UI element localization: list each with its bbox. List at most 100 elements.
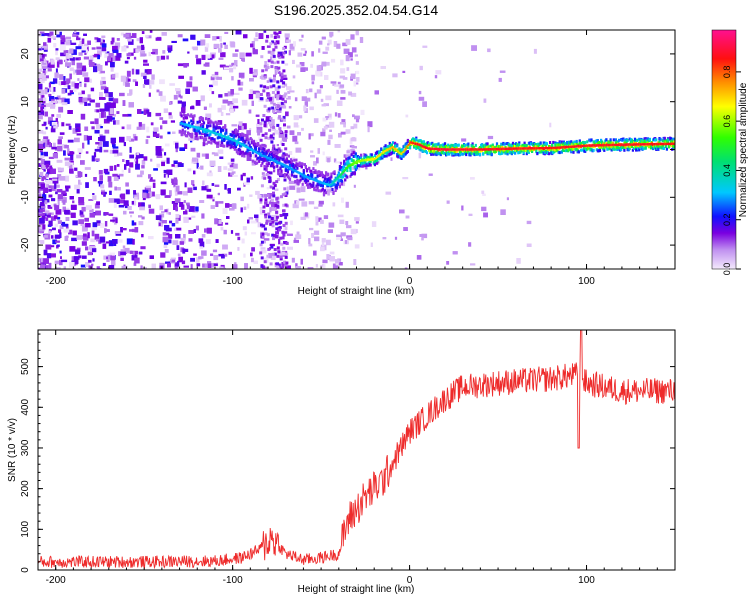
spectrogram-cell [354, 152, 357, 156]
spectrogram-cell [311, 177, 314, 181]
spectrogram-cell [227, 168, 234, 171]
spectrogram-cell [273, 42, 277, 46]
spectrogram-cell [188, 138, 195, 141]
spectrogram-cell [342, 167, 345, 171]
spectrogram-cell [328, 183, 331, 187]
spectrogram-cell [288, 166, 291, 170]
spectrogram-cell [490, 148, 493, 151]
spectrogram-cell [312, 181, 315, 185]
spectrogram-cell [283, 45, 287, 49]
spectrogram-cell [207, 116, 211, 121]
spectrogram-cell [43, 48, 48, 52]
spectrogram-cell [182, 113, 185, 117]
spectrogram-cell [59, 74, 64, 80]
spectrogram-cell [95, 102, 101, 108]
spectrogram-cell [78, 197, 85, 203]
spectrogram-cell [272, 61, 276, 65]
spectrogram-cell [210, 205, 215, 209]
spectrogram-cell [123, 33, 130, 38]
spectrogram-cell [483, 148, 486, 151]
spectrogram-cell [108, 92, 113, 97]
spectrogram-cell [127, 37, 132, 42]
spectrogram-cell [113, 177, 119, 181]
spectrogram-cell [333, 180, 336, 183]
spectrogram-cell [504, 147, 507, 150]
spectrogram-cell [583, 144, 585, 148]
spectrogram-cell [121, 169, 125, 173]
spectrogram-cell [506, 197, 509, 201]
spectrogram-cell [138, 154, 144, 159]
spectrogram-cell [64, 236, 69, 241]
spectrogram-cell [345, 240, 348, 244]
spectrogram-cell [106, 115, 113, 122]
spectrogram-cell [341, 197, 344, 203]
spectrogram-cell [297, 52, 303, 57]
spectrogram-cell [305, 67, 308, 71]
spectrogram-cell [315, 179, 318, 182]
spectrogram-cell [55, 191, 58, 195]
spectrogram-cell [76, 133, 82, 136]
spectrogram-cell [339, 219, 345, 224]
spectrogram-cell [327, 139, 331, 145]
spectrogram-cell [65, 217, 70, 221]
spectrogram-cell [248, 94, 254, 100]
spectrogram-cell [278, 55, 282, 59]
spectrogram-cell [249, 147, 252, 151]
spectrogram-cell [45, 244, 52, 250]
spectrogram-cell [80, 160, 85, 165]
spectrogram-cell [129, 211, 134, 214]
spectrogram-cell [94, 148, 100, 152]
spectrogram-cell [158, 91, 163, 96]
spectrogram-cell [285, 261, 289, 265]
spectrogram-cell [328, 134, 333, 140]
spectrogram-cell [214, 141, 217, 145]
spectrogram-cell [284, 63, 289, 66]
spectrogram-cell [47, 206, 53, 209]
spectrogram-cell [79, 81, 82, 84]
spectrogram-cell [374, 157, 377, 160]
spectrogram-cell [183, 234, 186, 240]
spectrogram-cell [48, 117, 52, 121]
spectrogram-cell [168, 234, 173, 239]
spectrogram-cell [242, 58, 245, 62]
spectrogram-cell [309, 185, 312, 189]
spectrogram-cell [336, 89, 339, 94]
spectrogram-cell [199, 116, 202, 119]
spectrogram-cell [164, 249, 169, 253]
spectrogram-cell [522, 151, 525, 155]
spectrogram-cell [205, 117, 208, 121]
spectrogram-cell [283, 178, 287, 182]
spectrogram-cell [333, 172, 336, 176]
spectrogram-cell [111, 56, 116, 62]
spectrogram-cell [177, 63, 184, 67]
spectrogram-cell [95, 238, 101, 242]
spectrogram-cell [150, 122, 154, 126]
spectrogram-cell [175, 215, 181, 221]
spectrogram-cell [262, 224, 266, 228]
spectrogram-cell [83, 33, 87, 36]
spectrogram-cell [82, 97, 88, 102]
spectrogram-cell [270, 138, 274, 142]
spectrogram-cell [295, 147, 302, 153]
spectrogram-cell [148, 204, 151, 209]
spectrogram-cell [244, 231, 247, 236]
spectrogram-cell [233, 147, 236, 151]
spectrogram-cell [330, 175, 333, 179]
spectrogram-cell [321, 173, 324, 177]
spectrogram-cell [276, 105, 280, 109]
spectrogram-cell [48, 99, 53, 104]
spectrogram-cell [275, 222, 279, 226]
spectrogram-cell [232, 53, 238, 57]
spectrogram-cell [93, 177, 97, 182]
spectrogram-cell [64, 161, 71, 166]
spectrogram-cell [277, 250, 281, 254]
spectrogram-cell [283, 94, 287, 98]
spectrogram-cell [267, 247, 271, 251]
spectrogram-cell [264, 136, 268, 140]
spectrogram-cell [261, 74, 266, 80]
spectrogram-cell [274, 130, 280, 135]
spectrogram-cell [124, 247, 130, 254]
spectrogram-cell [272, 125, 276, 129]
spectrogram-cell [250, 220, 257, 224]
spectrogram-cell [114, 165, 117, 171]
